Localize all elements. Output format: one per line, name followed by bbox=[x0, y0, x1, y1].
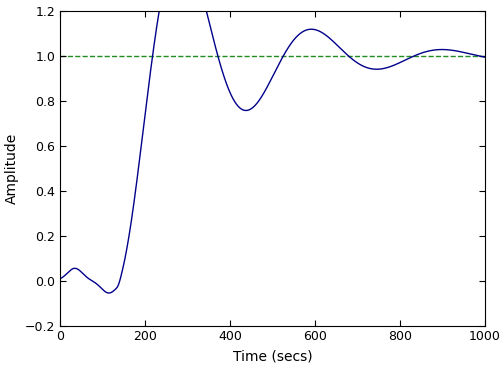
X-axis label: Time (secs): Time (secs) bbox=[232, 349, 312, 363]
Y-axis label: Amplitude: Amplitude bbox=[5, 133, 19, 204]
